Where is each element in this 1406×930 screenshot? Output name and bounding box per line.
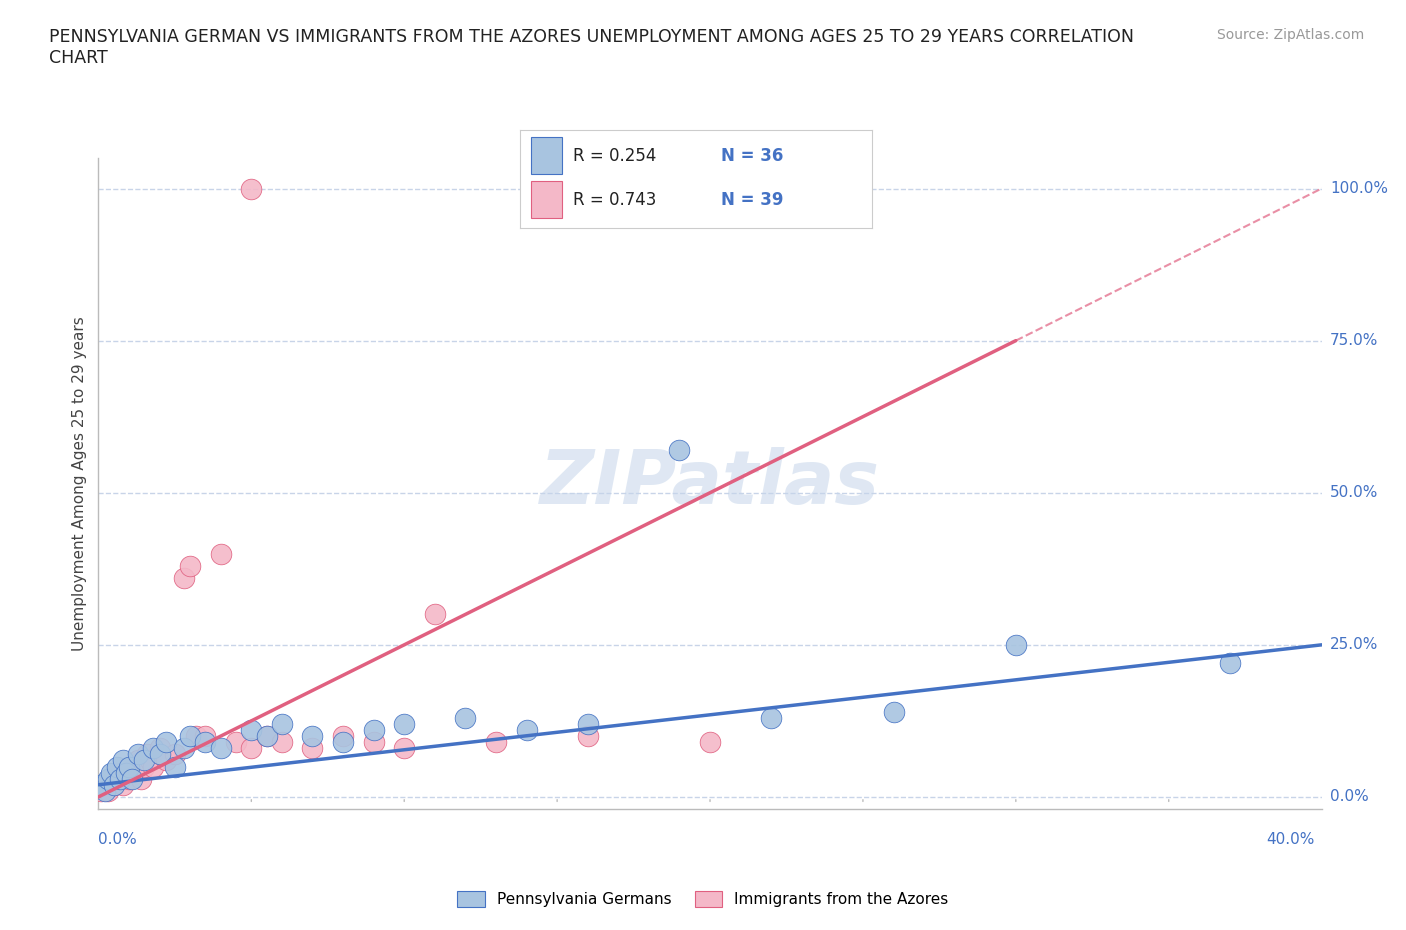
Point [173, 741, 195, 756]
Point [363, 723, 385, 737]
Point [118, 771, 141, 786]
Point [576, 728, 599, 743]
FancyBboxPatch shape [531, 181, 562, 219]
Point [127, 753, 149, 768]
Text: PENNSYLVANIA GERMAN VS IMMIGRANTS FROM THE AZORES UNEMPLOYMENT AMONG AGES 25 TO : PENNSYLVANIA GERMAN VS IMMIGRANTS FROM T… [49, 28, 1135, 67]
Point [155, 735, 177, 750]
Point [97, 783, 120, 798]
Point [332, 728, 354, 743]
Point [179, 728, 201, 743]
Point [93, 783, 115, 798]
Point [392, 741, 416, 756]
Point [134, 759, 156, 774]
Point [93, 777, 115, 792]
Point [332, 735, 354, 750]
Point [173, 570, 195, 585]
Text: 100.0%: 100.0% [1330, 181, 1388, 196]
Point [115, 765, 138, 780]
Point [240, 723, 263, 737]
Point [576, 716, 599, 731]
Point [103, 777, 125, 792]
Point [485, 735, 508, 750]
Point [121, 759, 143, 774]
Point [142, 741, 165, 756]
Point [127, 747, 149, 762]
Point [883, 704, 905, 719]
Point [134, 753, 156, 768]
Point [454, 711, 477, 725]
Text: 75.0%: 75.0% [1330, 333, 1378, 348]
Point [1219, 656, 1241, 671]
Point [108, 771, 131, 786]
Point [111, 777, 134, 792]
Point [423, 607, 446, 622]
Point [270, 716, 292, 731]
Point [1004, 637, 1026, 652]
Point [301, 728, 323, 743]
Point [179, 558, 201, 573]
Y-axis label: Unemployment Among Ages 25 to 29 years: Unemployment Among Ages 25 to 29 years [72, 316, 87, 651]
Text: N = 36: N = 36 [721, 147, 783, 165]
Text: R = 0.743: R = 0.743 [574, 191, 657, 208]
Point [124, 765, 146, 780]
Point [142, 759, 165, 774]
Point [115, 765, 138, 780]
Text: 50.0%: 50.0% [1330, 485, 1378, 500]
Text: 40.0%: 40.0% [1267, 832, 1315, 847]
Text: N = 39: N = 39 [721, 191, 783, 208]
Point [108, 771, 131, 786]
Text: 25.0%: 25.0% [1330, 637, 1378, 652]
Point [149, 741, 172, 756]
FancyBboxPatch shape [531, 137, 562, 174]
Text: R = 0.254: R = 0.254 [574, 147, 657, 165]
Point [186, 728, 208, 743]
Point [105, 759, 128, 774]
Point [209, 741, 232, 756]
Point [100, 765, 122, 780]
Point [100, 771, 122, 786]
Point [363, 735, 385, 750]
Point [129, 771, 152, 786]
Point [90, 777, 112, 792]
Point [256, 728, 278, 743]
Point [103, 777, 125, 792]
Point [240, 741, 263, 756]
Point [118, 759, 141, 774]
Point [121, 771, 143, 786]
Point [139, 753, 162, 768]
Point [699, 735, 721, 750]
Point [111, 753, 134, 768]
Point [136, 747, 159, 762]
Point [516, 723, 538, 737]
Point [209, 546, 232, 561]
Point [149, 747, 172, 762]
Point [194, 728, 217, 743]
Point [163, 747, 186, 762]
Point [90, 783, 112, 798]
Point [392, 716, 416, 731]
Point [240, 181, 263, 196]
Text: Source: ZipAtlas.com: Source: ZipAtlas.com [1216, 28, 1364, 42]
Point [668, 443, 690, 458]
Point [301, 741, 323, 756]
Point [105, 765, 128, 780]
Text: 0.0%: 0.0% [1330, 790, 1368, 804]
Point [194, 735, 217, 750]
Point [270, 735, 292, 750]
Point [256, 728, 278, 743]
Point [155, 753, 177, 768]
Point [97, 771, 120, 786]
Point [759, 711, 782, 725]
Text: ZIPatlas: ZIPatlas [540, 447, 880, 520]
Point [163, 759, 186, 774]
Point [225, 735, 247, 750]
Text: 0.0%: 0.0% [98, 832, 138, 847]
Legend: Pennsylvania Germans, Immigrants from the Azores: Pennsylvania Germans, Immigrants from th… [451, 884, 955, 913]
